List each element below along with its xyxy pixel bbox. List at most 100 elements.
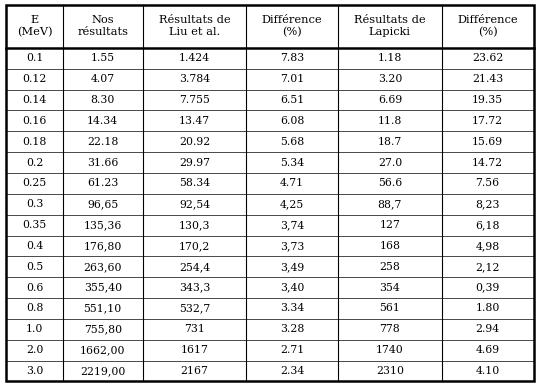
- Text: 355,40: 355,40: [84, 283, 122, 293]
- Text: 22.18: 22.18: [87, 137, 118, 147]
- Text: 561: 561: [380, 303, 400, 313]
- Text: 2.94: 2.94: [476, 324, 500, 334]
- Text: 96,65: 96,65: [87, 199, 118, 209]
- Text: 8.30: 8.30: [91, 95, 115, 105]
- Text: 0.35: 0.35: [23, 220, 47, 230]
- Text: 778: 778: [380, 324, 400, 334]
- Text: 7.755: 7.755: [179, 95, 210, 105]
- Text: 755,80: 755,80: [84, 324, 122, 334]
- Text: 168: 168: [380, 241, 401, 251]
- Text: 14.34: 14.34: [87, 116, 118, 126]
- Text: 1.55: 1.55: [91, 53, 115, 63]
- Text: 6,18: 6,18: [475, 220, 500, 230]
- Text: 6.51: 6.51: [280, 95, 305, 105]
- Text: 14.72: 14.72: [472, 157, 503, 168]
- Text: 2219,00: 2219,00: [80, 366, 125, 376]
- Text: 3.20: 3.20: [377, 74, 402, 84]
- Text: 4.69: 4.69: [476, 345, 500, 355]
- Text: 343,3: 343,3: [179, 283, 210, 293]
- Text: 1.80: 1.80: [475, 303, 500, 313]
- Text: 3,49: 3,49: [280, 262, 305, 272]
- Text: 92,54: 92,54: [179, 199, 210, 209]
- Text: 6.69: 6.69: [378, 95, 402, 105]
- Text: 4.71: 4.71: [280, 178, 304, 188]
- Text: 2.34: 2.34: [280, 366, 305, 376]
- Text: 0.6: 0.6: [26, 283, 43, 293]
- Text: 170,2: 170,2: [179, 241, 210, 251]
- Text: 0.18: 0.18: [23, 137, 47, 147]
- Text: 11.8: 11.8: [377, 116, 402, 126]
- Text: 5.68: 5.68: [280, 137, 305, 147]
- Text: Résultats de
Liu et al.: Résultats de Liu et al.: [159, 15, 230, 37]
- Text: 254,4: 254,4: [179, 262, 210, 272]
- Text: 130,3: 130,3: [179, 220, 210, 230]
- Text: 1662,00: 1662,00: [80, 345, 125, 355]
- Text: Différence
(%): Différence (%): [262, 15, 322, 37]
- Text: 4.10: 4.10: [476, 366, 500, 376]
- Text: 551,10: 551,10: [84, 303, 122, 313]
- Text: 0.8: 0.8: [26, 303, 43, 313]
- Text: Différence
(%): Différence (%): [457, 15, 518, 37]
- Text: 3,74: 3,74: [280, 220, 305, 230]
- Text: 4,98: 4,98: [476, 241, 500, 251]
- Text: 6.08: 6.08: [280, 116, 305, 126]
- Text: 0.2: 0.2: [26, 157, 43, 168]
- Text: Résultats de
Lapicki: Résultats de Lapicki: [354, 15, 426, 37]
- Text: 3.784: 3.784: [179, 74, 210, 84]
- Text: 4.07: 4.07: [91, 74, 115, 84]
- Text: 8,23: 8,23: [475, 199, 500, 209]
- Text: 7.83: 7.83: [280, 53, 305, 63]
- Text: 3,73: 3,73: [280, 241, 305, 251]
- Text: 19.35: 19.35: [472, 95, 503, 105]
- Text: 21.43: 21.43: [472, 74, 503, 84]
- Text: 263,60: 263,60: [84, 262, 122, 272]
- Text: Nos
résultats: Nos résultats: [77, 15, 128, 37]
- Text: 20.92: 20.92: [179, 137, 210, 147]
- Text: 3,40: 3,40: [280, 283, 305, 293]
- Text: 88,7: 88,7: [377, 199, 402, 209]
- Text: 18.7: 18.7: [378, 137, 402, 147]
- Text: 176,80: 176,80: [84, 241, 122, 251]
- Text: 7.56: 7.56: [476, 178, 500, 188]
- Text: 13.47: 13.47: [179, 116, 210, 126]
- Text: 7.01: 7.01: [280, 74, 305, 84]
- Text: 2,12: 2,12: [475, 262, 500, 272]
- Text: 1.0: 1.0: [26, 324, 43, 334]
- Text: 4,25: 4,25: [280, 199, 305, 209]
- Text: 1.18: 1.18: [377, 53, 402, 63]
- Text: 2.0: 2.0: [26, 345, 43, 355]
- Text: 354: 354: [380, 283, 400, 293]
- Text: 1617: 1617: [180, 345, 208, 355]
- Text: 731: 731: [184, 324, 205, 334]
- Text: 2.71: 2.71: [280, 345, 305, 355]
- Text: 1740: 1740: [376, 345, 404, 355]
- Text: 17.72: 17.72: [472, 116, 503, 126]
- Text: 1.424: 1.424: [179, 53, 210, 63]
- Text: 15.69: 15.69: [472, 137, 503, 147]
- Text: 0.14: 0.14: [23, 95, 47, 105]
- Text: 5.34: 5.34: [280, 157, 304, 168]
- Text: 23.62: 23.62: [472, 53, 503, 63]
- Text: 135,36: 135,36: [84, 220, 122, 230]
- Text: 0,39: 0,39: [475, 283, 500, 293]
- Text: 56.6: 56.6: [378, 178, 402, 188]
- Text: 3.34: 3.34: [280, 303, 305, 313]
- Text: 27.0: 27.0: [378, 157, 402, 168]
- Text: 31.66: 31.66: [87, 157, 118, 168]
- Text: 2310: 2310: [376, 366, 404, 376]
- Text: 0.3: 0.3: [26, 199, 43, 209]
- Text: 58.34: 58.34: [179, 178, 210, 188]
- Text: 61.23: 61.23: [87, 178, 118, 188]
- Text: E
(MeV): E (MeV): [17, 15, 52, 37]
- Text: 3.28: 3.28: [280, 324, 305, 334]
- Text: 0.12: 0.12: [23, 74, 47, 84]
- Text: 532,7: 532,7: [179, 303, 210, 313]
- Text: 0.4: 0.4: [26, 241, 43, 251]
- Text: 127: 127: [380, 220, 400, 230]
- Text: 0.5: 0.5: [26, 262, 43, 272]
- Text: 0.16: 0.16: [23, 116, 47, 126]
- Text: 2167: 2167: [180, 366, 208, 376]
- Text: 29.97: 29.97: [179, 157, 210, 168]
- Text: 0.25: 0.25: [23, 178, 47, 188]
- Text: 0.1: 0.1: [26, 53, 43, 63]
